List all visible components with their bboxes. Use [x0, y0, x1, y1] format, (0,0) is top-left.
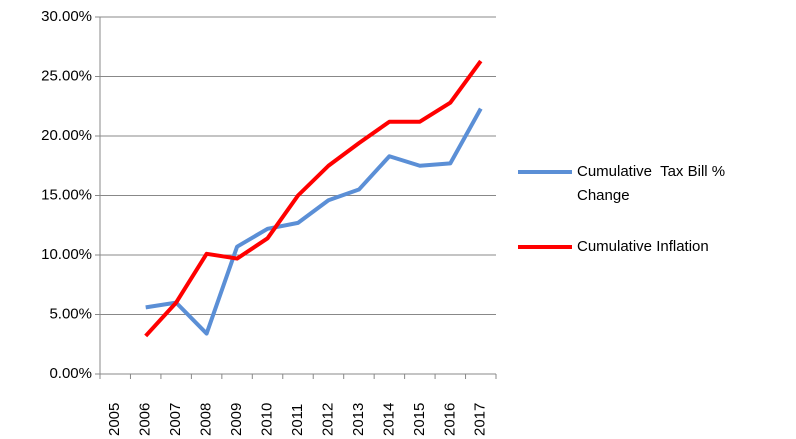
y-tick-label: 25.00% [41, 67, 92, 84]
series-line [144, 59, 483, 338]
x-tick-label: 2011 [289, 404, 306, 436]
x-tick-label: 2006 [137, 403, 154, 436]
legend-label: Cumulative Tax Bill % Change [577, 163, 730, 204]
x-tick-label: 2005 [106, 403, 123, 436]
x-tick-label: 2008 [198, 403, 215, 436]
y-tick-label: 5.00% [49, 305, 92, 322]
x-tick-label: 2012 [319, 403, 336, 436]
y-tick-label: 30.00% [41, 8, 92, 25]
x-tick-label: 2013 [350, 403, 367, 436]
legend-label: Cumulative Inflation [577, 238, 709, 255]
x-tick-label: 2015 [411, 403, 428, 436]
x-tick-label: 2016 [441, 403, 458, 436]
y-tick-label: 15.00% [41, 186, 92, 203]
y-tick-label: 10.00% [41, 246, 92, 263]
x-tick-label: 2007 [167, 403, 184, 436]
x-tick-label: 2010 [259, 403, 276, 436]
y-tick-label: 20.00% [41, 127, 92, 144]
x-tick-label: 2017 [472, 403, 489, 436]
series-line [145, 107, 483, 336]
y-tick-label: 0.00% [49, 365, 92, 382]
x-tick-label: 2009 [228, 403, 245, 436]
x-tick-label: 2014 [380, 403, 397, 436]
